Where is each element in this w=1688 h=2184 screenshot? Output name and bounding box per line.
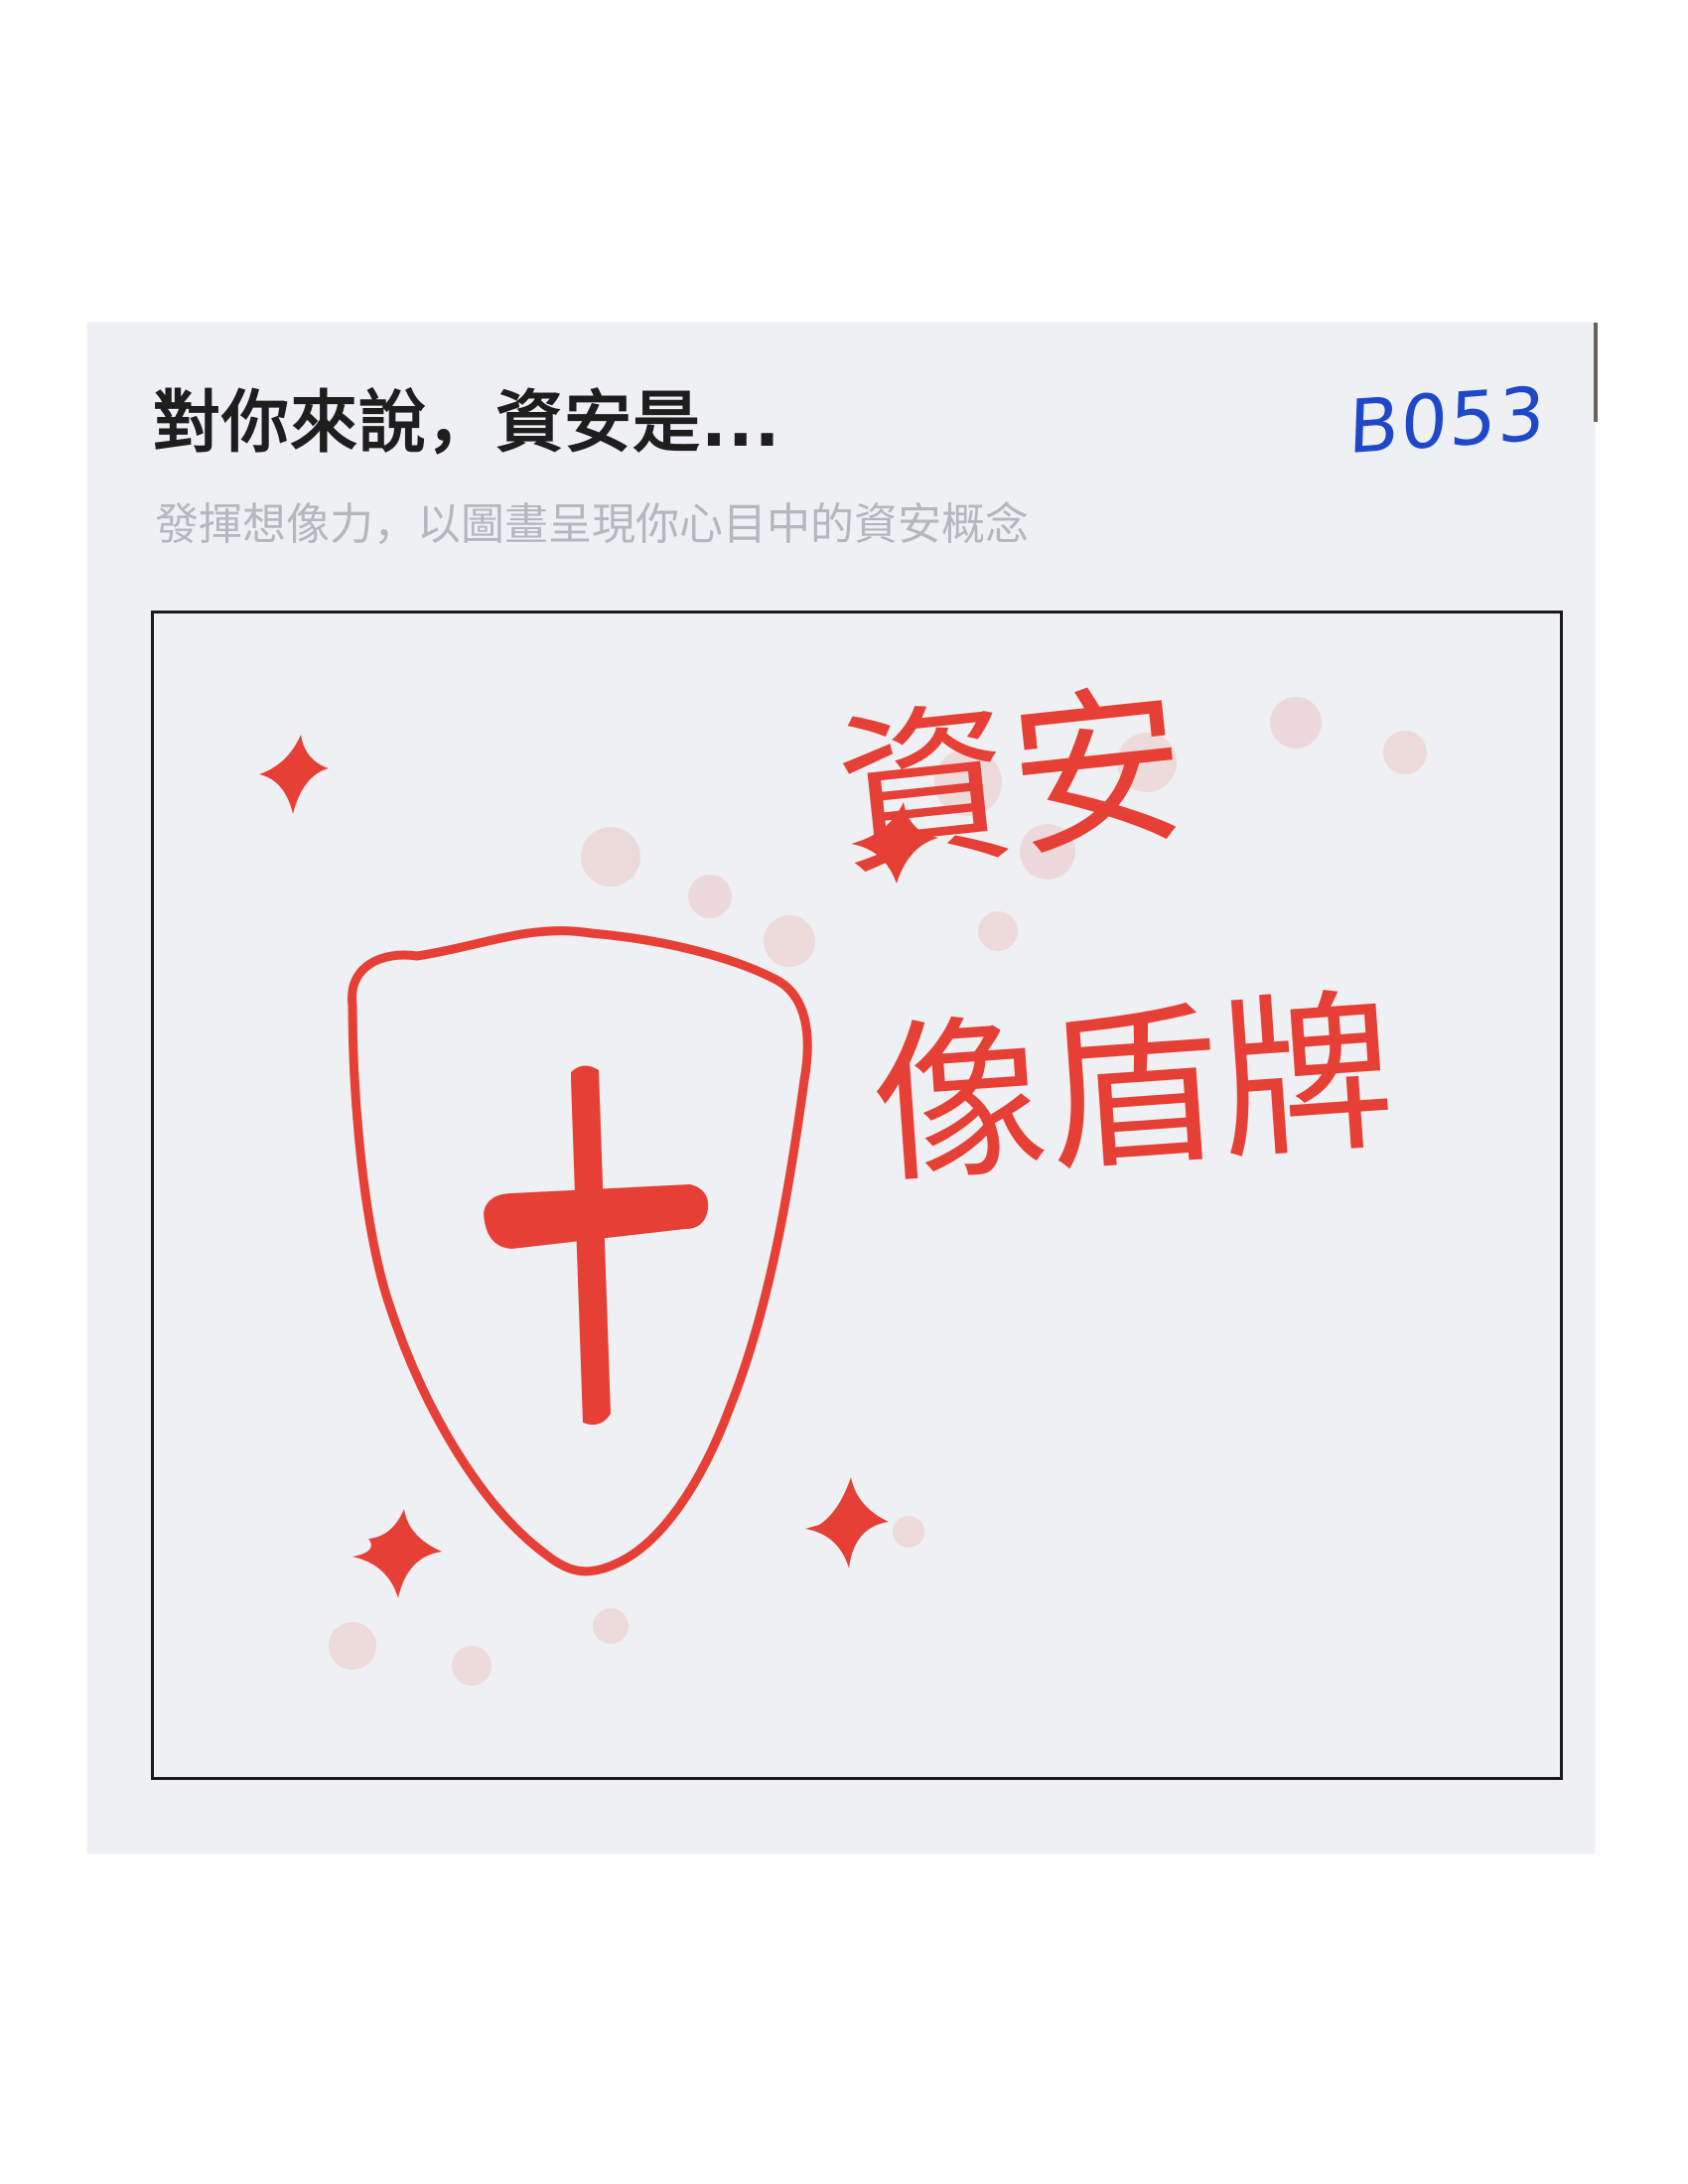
sparkle-icon-top-left (259, 735, 329, 814)
handwriting-line2: 像盾牌 (866, 972, 1400, 1209)
drawing-frame: 資安 像盾牌 (151, 611, 1563, 1780)
drawing-canvas: 資安 像盾牌 (259, 665, 1427, 1686)
sparkle-icon-top-right (851, 802, 938, 884)
handwriting-line1: 資安 (828, 665, 1195, 901)
shield-icon (348, 926, 812, 1576)
sparkle-icon-bottom-right (805, 1477, 889, 1569)
sparkle-icon-bottom-left (352, 1509, 442, 1598)
bleed-through-marks (329, 697, 1427, 1686)
cross-icon (484, 1065, 709, 1426)
card-code: B053 (1346, 370, 1549, 472)
survey-card: 對你來說，資安是... 發揮想像力，以圖畫呈現你心目中的資安概念 B053 (87, 323, 1598, 1853)
card-edge (1594, 323, 1598, 422)
card-title: 對你來說，資安是... (153, 384, 781, 463)
card-subtitle: 發揮想像力，以圖畫呈現你心目中的資安概念 (155, 499, 1029, 550)
